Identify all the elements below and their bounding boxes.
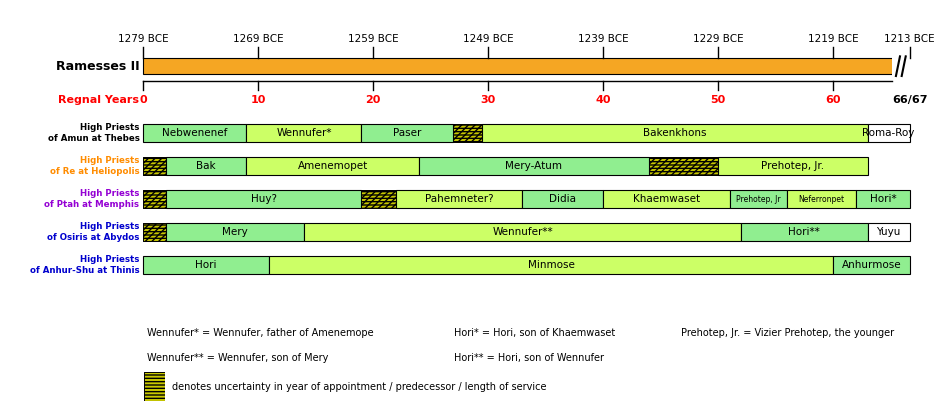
Bar xyxy=(419,157,649,175)
Bar xyxy=(787,190,856,208)
Text: High Priests
of Ptah at Memphis: High Priests of Ptah at Memphis xyxy=(44,189,139,209)
Text: 1219 BCE: 1219 BCE xyxy=(808,34,858,44)
Bar xyxy=(166,223,304,241)
Bar xyxy=(166,190,361,208)
Text: 1259 BCE: 1259 BCE xyxy=(347,34,398,44)
Text: Mery-Atum: Mery-Atum xyxy=(505,161,563,171)
Text: 66/67: 66/67 xyxy=(892,95,927,105)
Text: Wennufer** = Wennufer, son of Mery: Wennufer** = Wennufer, son of Mery xyxy=(147,353,328,363)
Bar xyxy=(649,157,718,175)
Text: Regnal Years: Regnal Years xyxy=(59,95,139,105)
Text: Nebwenenef: Nebwenenef xyxy=(162,127,227,138)
Text: Amenemopet: Amenemopet xyxy=(298,161,368,171)
Bar xyxy=(729,190,787,208)
Text: Hori* = Hori, son of Khaemwaset: Hori* = Hori, son of Khaemwaset xyxy=(454,328,615,338)
Bar xyxy=(867,223,910,241)
Bar xyxy=(603,190,729,208)
Text: Huy?: Huy? xyxy=(251,194,276,204)
Bar xyxy=(396,190,522,208)
Bar xyxy=(166,157,247,175)
Text: Roma-Roy: Roma-Roy xyxy=(863,127,915,138)
Text: 1249 BCE: 1249 BCE xyxy=(463,34,514,44)
Text: High Priests
of Re at Heliopolis: High Priests of Re at Heliopolis xyxy=(50,156,139,176)
Bar xyxy=(270,256,833,275)
Text: Wennufer*: Wennufer* xyxy=(276,127,332,138)
Text: 1239 BCE: 1239 BCE xyxy=(578,34,628,44)
Text: denotes uncertainty in year of appointment / predecessor / length of service: denotes uncertainty in year of appointme… xyxy=(172,382,547,392)
Text: Minmose: Minmose xyxy=(528,260,574,270)
Text: High Priests
of Osiris at Abydos: High Priests of Osiris at Abydos xyxy=(47,222,139,242)
Bar xyxy=(522,190,603,208)
Text: Paser: Paser xyxy=(394,127,422,138)
Bar xyxy=(482,124,867,142)
Text: 60: 60 xyxy=(825,95,841,105)
Text: Didia: Didia xyxy=(550,194,576,204)
Bar xyxy=(143,190,166,208)
Bar xyxy=(892,56,913,76)
Bar xyxy=(741,223,867,241)
Bar xyxy=(143,256,270,275)
Text: Hori*: Hori* xyxy=(869,194,896,204)
Text: 1269 BCE: 1269 BCE xyxy=(233,34,283,44)
Bar xyxy=(649,157,718,175)
Bar xyxy=(361,124,453,142)
Text: 1213 BCE: 1213 BCE xyxy=(885,34,935,44)
Bar xyxy=(304,223,741,241)
Text: Hori: Hori xyxy=(196,260,217,270)
Bar xyxy=(247,157,419,175)
Text: 10: 10 xyxy=(251,95,266,105)
Bar xyxy=(143,223,166,241)
Bar xyxy=(143,58,910,74)
Text: Anhurmose: Anhurmose xyxy=(842,260,902,270)
Text: Bak: Bak xyxy=(197,161,216,171)
Text: Wennufer**: Wennufer** xyxy=(492,227,552,237)
Text: Mery: Mery xyxy=(222,227,248,237)
Text: 40: 40 xyxy=(595,95,611,105)
Text: Bakenkhons: Bakenkhons xyxy=(643,127,707,138)
Text: Pahemneter?: Pahemneter? xyxy=(425,194,494,204)
Bar xyxy=(453,124,482,142)
Text: Neferronpet: Neferronpet xyxy=(798,194,845,204)
Text: 0: 0 xyxy=(139,95,147,105)
Bar xyxy=(143,157,166,175)
Text: Khaemwaset: Khaemwaset xyxy=(633,194,700,204)
Text: 20: 20 xyxy=(365,95,380,105)
Text: 50: 50 xyxy=(710,95,726,105)
Text: 1279 BCE: 1279 BCE xyxy=(117,34,168,44)
Text: High Priests
of Anhur-Shu at Thinis: High Priests of Anhur-Shu at Thinis xyxy=(30,255,139,275)
Text: 1229 BCE: 1229 BCE xyxy=(692,34,744,44)
Text: Ramesses II: Ramesses II xyxy=(56,60,139,73)
Text: Prehotep, Jr. = Vizier Prehotep, the younger: Prehotep, Jr. = Vizier Prehotep, the you… xyxy=(681,328,894,338)
Bar xyxy=(718,157,867,175)
Text: High Priests
of Amun at Thebes: High Priests of Amun at Thebes xyxy=(47,122,139,143)
Text: Prehotep, Jr: Prehotep, Jr xyxy=(736,194,780,204)
Bar xyxy=(361,190,396,208)
Bar xyxy=(361,190,396,208)
Bar xyxy=(453,124,482,142)
Bar xyxy=(143,157,166,175)
Text: Hori** = Hori, son of Wennufer: Hori** = Hori, son of Wennufer xyxy=(454,353,604,363)
Text: Hori**: Hori** xyxy=(788,227,820,237)
Bar xyxy=(143,223,166,241)
Bar xyxy=(247,124,361,142)
Bar xyxy=(856,190,910,208)
Text: Prehotep, Jr.: Prehotep, Jr. xyxy=(762,161,824,171)
Bar xyxy=(143,190,166,208)
Bar xyxy=(833,256,910,275)
Text: Wennufer* = Wennufer, father of Amenemope: Wennufer* = Wennufer, father of Amenemop… xyxy=(147,328,374,338)
Bar xyxy=(143,124,247,142)
Text: Yuyu: Yuyu xyxy=(876,227,901,237)
Bar xyxy=(867,124,910,142)
Text: 30: 30 xyxy=(481,95,496,105)
